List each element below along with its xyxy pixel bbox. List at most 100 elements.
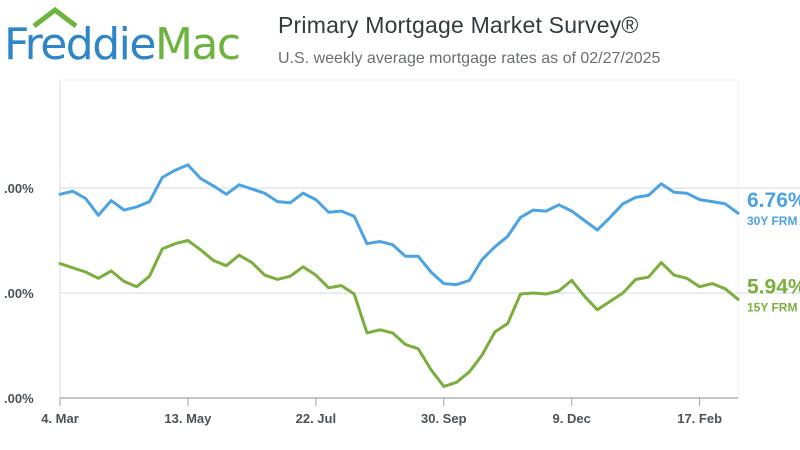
- data-point: [135, 205, 138, 209]
- data-point: [596, 308, 599, 311]
- data-point: [570, 209, 573, 213]
- data-point: [276, 278, 279, 281]
- data-point: [442, 385, 445, 388]
- data-point: [608, 216, 612, 219]
- data-point: [314, 198, 318, 201]
- data-point: [250, 261, 254, 264]
- data-point: [416, 347, 420, 350]
- data-point: [289, 275, 292, 278]
- y-tick-label: .00%: [4, 286, 34, 301]
- data-point: [570, 279, 573, 282]
- data-point: [532, 291, 535, 295]
- data-point: [58, 193, 62, 196]
- data-point: [122, 280, 126, 283]
- data-point: [660, 261, 663, 264]
- data-point: [71, 266, 74, 269]
- data-point: [698, 198, 701, 201]
- data-point: [148, 200, 151, 203]
- data-point: [263, 273, 266, 277]
- data-point: [225, 264, 228, 267]
- data-point: [148, 275, 151, 278]
- house-roof-icon: [32, 6, 78, 28]
- y-tick-label: .00%: [4, 181, 34, 196]
- data-point: [58, 262, 62, 265]
- logo-word-freddie: Freddie: [4, 19, 156, 70]
- data-point: [442, 282, 445, 285]
- y-tick-label: .00%: [4, 391, 34, 406]
- data-point: [621, 291, 625, 295]
- data-point: [647, 194, 650, 197]
- end-series-label: 15Y FRM: [747, 300, 797, 314]
- data-point: [161, 176, 164, 179]
- x-tick-label: 17. Feb: [677, 411, 722, 426]
- data-point: [672, 273, 676, 277]
- data-point: [416, 255, 420, 258]
- data-point: [685, 192, 689, 195]
- data-point: [135, 285, 138, 288]
- data-point: [250, 187, 254, 191]
- data-point: [519, 216, 522, 219]
- freddie-mac-logo: FreddieMac: [0, 6, 260, 70]
- data-point: [97, 214, 100, 217]
- data-point: [301, 192, 305, 195]
- data-point: [391, 331, 394, 335]
- data-point: [404, 255, 407, 258]
- end-value-label: 6.76%: [747, 189, 800, 212]
- data-point: [557, 289, 561, 293]
- data-point: [378, 328, 382, 331]
- data-point: [237, 254, 241, 257]
- data-point: [596, 228, 599, 232]
- data-point: [263, 192, 266, 195]
- data-point: [314, 273, 318, 277]
- data-point: [711, 200, 714, 203]
- data-point: [685, 277, 689, 280]
- data-point: [736, 212, 740, 215]
- data-point: [608, 300, 612, 303]
- data-point: [480, 353, 484, 357]
- data-point: [583, 294, 586, 298]
- data-point: [634, 278, 637, 281]
- data-point: [84, 197, 87, 200]
- x-tick-label: 22. Jul: [296, 411, 336, 426]
- data-point: [391, 243, 394, 246]
- data-point: [468, 370, 471, 373]
- data-point: [365, 242, 369, 245]
- chart-title: Primary Mortgage Market Survey®: [278, 12, 639, 38]
- data-point: [455, 283, 458, 286]
- data-point: [199, 177, 202, 180]
- end-value-label: 5.94%: [747, 275, 800, 298]
- data-point: [122, 208, 126, 212]
- data-point: [378, 240, 382, 243]
- labels: .00% .00% .00% 4. Mar 13. May 22. Jul 30. Sep 9…: [4, 181, 800, 426]
- data-point: [340, 284, 343, 287]
- data-point: [455, 381, 458, 384]
- data-point: [532, 208, 535, 212]
- data-point: [173, 242, 177, 245]
- data-point: [186, 239, 190, 242]
- data-point: [276, 200, 279, 203]
- data-point: [493, 330, 497, 334]
- data-point: [621, 202, 625, 205]
- data-point: [404, 343, 407, 346]
- series-lines: [58, 163, 740, 388]
- end-series-label: 30Y FRM: [747, 214, 797, 228]
- data-point: [711, 282, 714, 285]
- data-point: [736, 298, 740, 301]
- data-point: [429, 270, 433, 274]
- data-point: [186, 163, 190, 167]
- data-point: [199, 248, 202, 252]
- data-point: [429, 368, 433, 371]
- data-point: [724, 202, 727, 205]
- data-point: [365, 331, 369, 335]
- data-point: [698, 285, 701, 288]
- data-point: [583, 219, 586, 222]
- data-point: [353, 215, 356, 218]
- grid-lines: [60, 187, 800, 294]
- data-point: [724, 287, 727, 290]
- x-tick-label: 9. Dec: [553, 411, 591, 426]
- data-point: [161, 247, 164, 251]
- data-point: [327, 210, 330, 214]
- logo-word-mac: Mac: [154, 19, 241, 70]
- data-point: [647, 276, 650, 279]
